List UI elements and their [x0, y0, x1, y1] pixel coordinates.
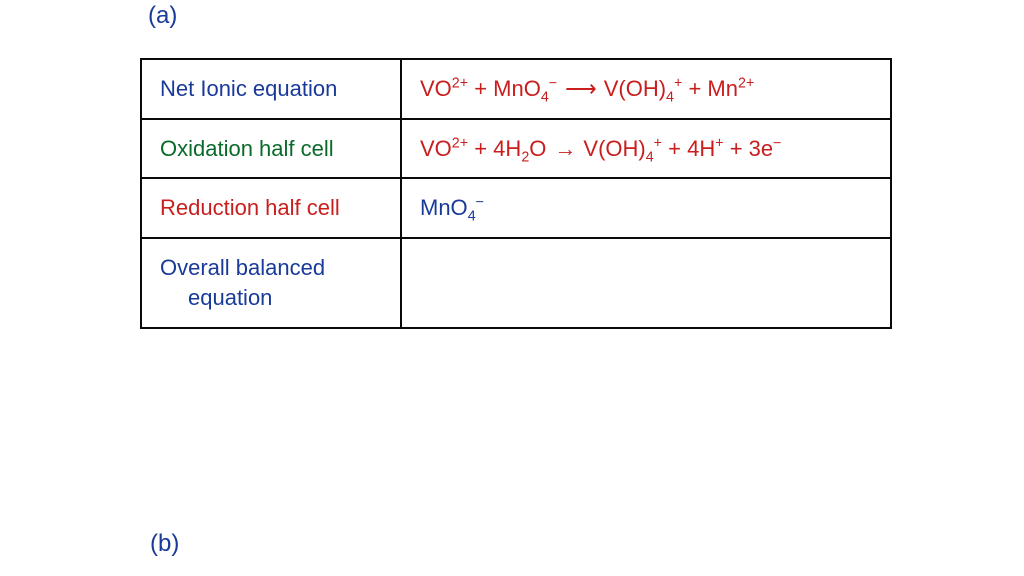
row-label-overall: Overall balancedequation	[141, 238, 401, 328]
equation: VO2+ + 4H2O→V(OH)4+ + 4H+ + 3e−	[420, 136, 782, 161]
row-label-net-ionic: Net Ionic equation	[141, 59, 401, 119]
table-row: Oxidation half cell VO2+ + 4H2O→V(OH)4+ …	[141, 119, 891, 179]
row-eq-net-ionic: VO2+ + MnO4−⟶V(OH)4+ + Mn2+	[401, 59, 891, 119]
row-label-oxidation: Oxidation half cell	[141, 119, 401, 179]
table-row: Reduction half cell MnO4−	[141, 178, 891, 238]
section-label-a: (a)	[148, 2, 177, 30]
section-label-b: (b)	[150, 530, 179, 558]
equation: MnO4−	[420, 195, 484, 220]
equations-table: Net Ionic equation VO2+ + MnO4−⟶V(OH)4+ …	[140, 58, 892, 329]
equation: VO2+ + MnO4−⟶V(OH)4+ + Mn2+	[420, 76, 754, 101]
row-eq-reduction: MnO4−	[401, 178, 891, 238]
row-label-reduction: Reduction half cell	[141, 178, 401, 238]
row-eq-oxidation: VO2+ + 4H2O→V(OH)4+ + 4H+ + 3e−	[401, 119, 891, 179]
table-row: Overall balancedequation	[141, 238, 891, 328]
table-row: Net Ionic equation VO2+ + MnO4−⟶V(OH)4+ …	[141, 59, 891, 119]
row-eq-overall	[401, 238, 891, 328]
